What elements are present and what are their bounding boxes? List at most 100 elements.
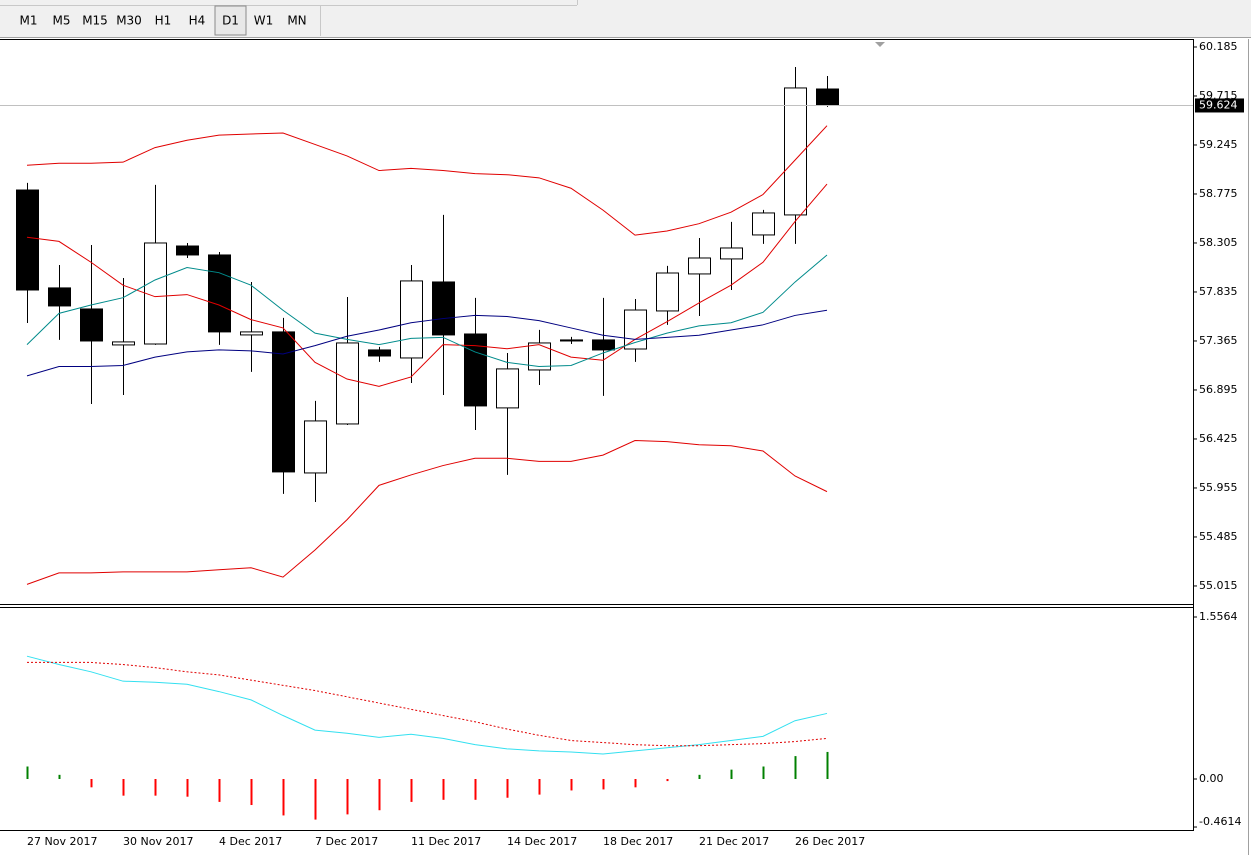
histogram-bar: [506, 779, 509, 798]
histogram-bar: [410, 779, 413, 802]
x-tick-label: 26 Dec 2017: [795, 835, 865, 848]
histogram-bar: [730, 769, 733, 780]
current-price-label: 59.624: [1199, 98, 1238, 111]
candle-body: [816, 88, 839, 106]
candle-body: [368, 349, 391, 357]
main-pane: [0, 39, 1193, 604]
candle-body: [112, 341, 135, 346]
x-tick-label: 14 Dec 2017: [507, 835, 577, 848]
candle-body: [80, 308, 103, 342]
x-tick-label: 30 Nov 2017: [123, 835, 193, 848]
current-price-box: [1195, 98, 1244, 113]
candle-body: [176, 245, 199, 256]
y-tick-label: 55.015: [1199, 579, 1238, 592]
histogram-bar: [250, 779, 253, 806]
candle-body: [144, 242, 167, 345]
candle-body: [592, 339, 615, 351]
timeframe-button[interactable]: M1: [20, 14, 38, 28]
histogram-bar: [378, 779, 381, 811]
histogram-bar: [474, 779, 477, 800]
candle-body: [720, 247, 743, 260]
histogram-bar: [186, 779, 189, 797]
candle-body: [432, 281, 455, 336]
candle-body: [304, 420, 327, 474]
histogram-bar: [666, 779, 669, 782]
timeframe-button[interactable]: H4: [189, 14, 206, 28]
histogram-bar: [346, 779, 349, 815]
histogram-bar: [698, 774, 701, 780]
x-tick-label: 7 Dec 2017: [315, 835, 378, 848]
histogram-bar: [90, 779, 93, 788]
y-tick-label: 57.365: [1199, 334, 1238, 347]
y-tick-label: 60.185: [1199, 40, 1238, 53]
y-tick-label: 58.305: [1199, 236, 1238, 249]
candle-body: [464, 333, 487, 407]
indicator-line: [26, 183, 828, 387]
timeframe-button[interactable]: M5: [53, 14, 71, 28]
candle-body: [496, 368, 519, 409]
indicator-line: [26, 254, 828, 368]
timeframe-button[interactable]: W1: [254, 14, 274, 28]
histogram-bar: [314, 779, 317, 820]
histogram-bar: [602, 779, 605, 790]
y-tick-label: 1.5564: [1199, 610, 1238, 623]
timeframe-button-active[interactable]: [214, 5, 247, 36]
candle-body: [208, 254, 231, 333]
timeframe-button[interactable]: M15: [82, 14, 108, 28]
indicator-line: [26, 125, 828, 236]
candle-body: [624, 309, 647, 350]
histogram-bar: [794, 756, 797, 780]
y-tick-label: 56.425: [1199, 432, 1238, 445]
x-tick-label: 21 Dec 2017: [699, 835, 769, 848]
candle-body: [272, 331, 295, 473]
timeframe-button[interactable]: M30: [116, 14, 142, 28]
timeframe-button[interactable]: D1: [222, 14, 239, 28]
y-tick-label: 55.955: [1199, 481, 1238, 494]
histogram-bar: [122, 779, 125, 796]
x-tick-label: 27 Nov 2017: [27, 835, 97, 848]
y-tick-label: 58.775: [1199, 187, 1238, 200]
x-tick-label: 11 Dec 2017: [411, 835, 481, 848]
chart-shift-marker: [875, 42, 885, 47]
candle-body: [688, 257, 711, 275]
oscillator-line: [27, 661, 828, 747]
indicator-line: [26, 440, 828, 585]
candle-body: [336, 342, 359, 425]
histogram-bar: [154, 779, 157, 796]
candle-body: [528, 342, 551, 371]
histogram-bar: [218, 779, 221, 802]
candle-body: [16, 189, 39, 291]
y-tick-label: 55.485: [1199, 530, 1238, 543]
histogram-bar: [58, 774, 61, 780]
y-tick-label: 0.00: [1199, 772, 1224, 785]
timeframe-button[interactable]: MN: [287, 14, 306, 28]
histogram-bar: [538, 779, 541, 795]
candle-body: [400, 280, 423, 359]
candle-body: [560, 339, 583, 342]
histogram-bar: [442, 779, 445, 800]
histogram-bar: [282, 779, 285, 816]
candle-body: [656, 272, 679, 312]
histogram-bar: [634, 779, 637, 788]
y-tick-label: 59.245: [1199, 138, 1238, 151]
x-tick-label: 18 Dec 2017: [603, 835, 673, 848]
candle-body: [240, 331, 263, 336]
y-tick-label: -0.4614: [1199, 815, 1241, 828]
y-tick-label: 57.835: [1199, 285, 1238, 298]
indicator-pane: [0, 607, 1193, 830]
histogram-bar: [26, 766, 29, 780]
x-tick-label: 4 Dec 2017: [219, 835, 282, 848]
histogram-bar: [826, 751, 829, 780]
y-tick-label: 56.895: [1199, 383, 1238, 396]
candle-body: [784, 87, 807, 216]
histogram-bar: [762, 766, 765, 780]
timeframe-button[interactable]: H1: [155, 14, 172, 28]
indicator-line: [26, 309, 828, 377]
histogram-bar: [570, 779, 573, 791]
oscillator-line: [26, 655, 828, 755]
candle-body: [48, 287, 71, 307]
candle-body: [752, 212, 775, 236]
toolbar: [0, 0, 1251, 38]
